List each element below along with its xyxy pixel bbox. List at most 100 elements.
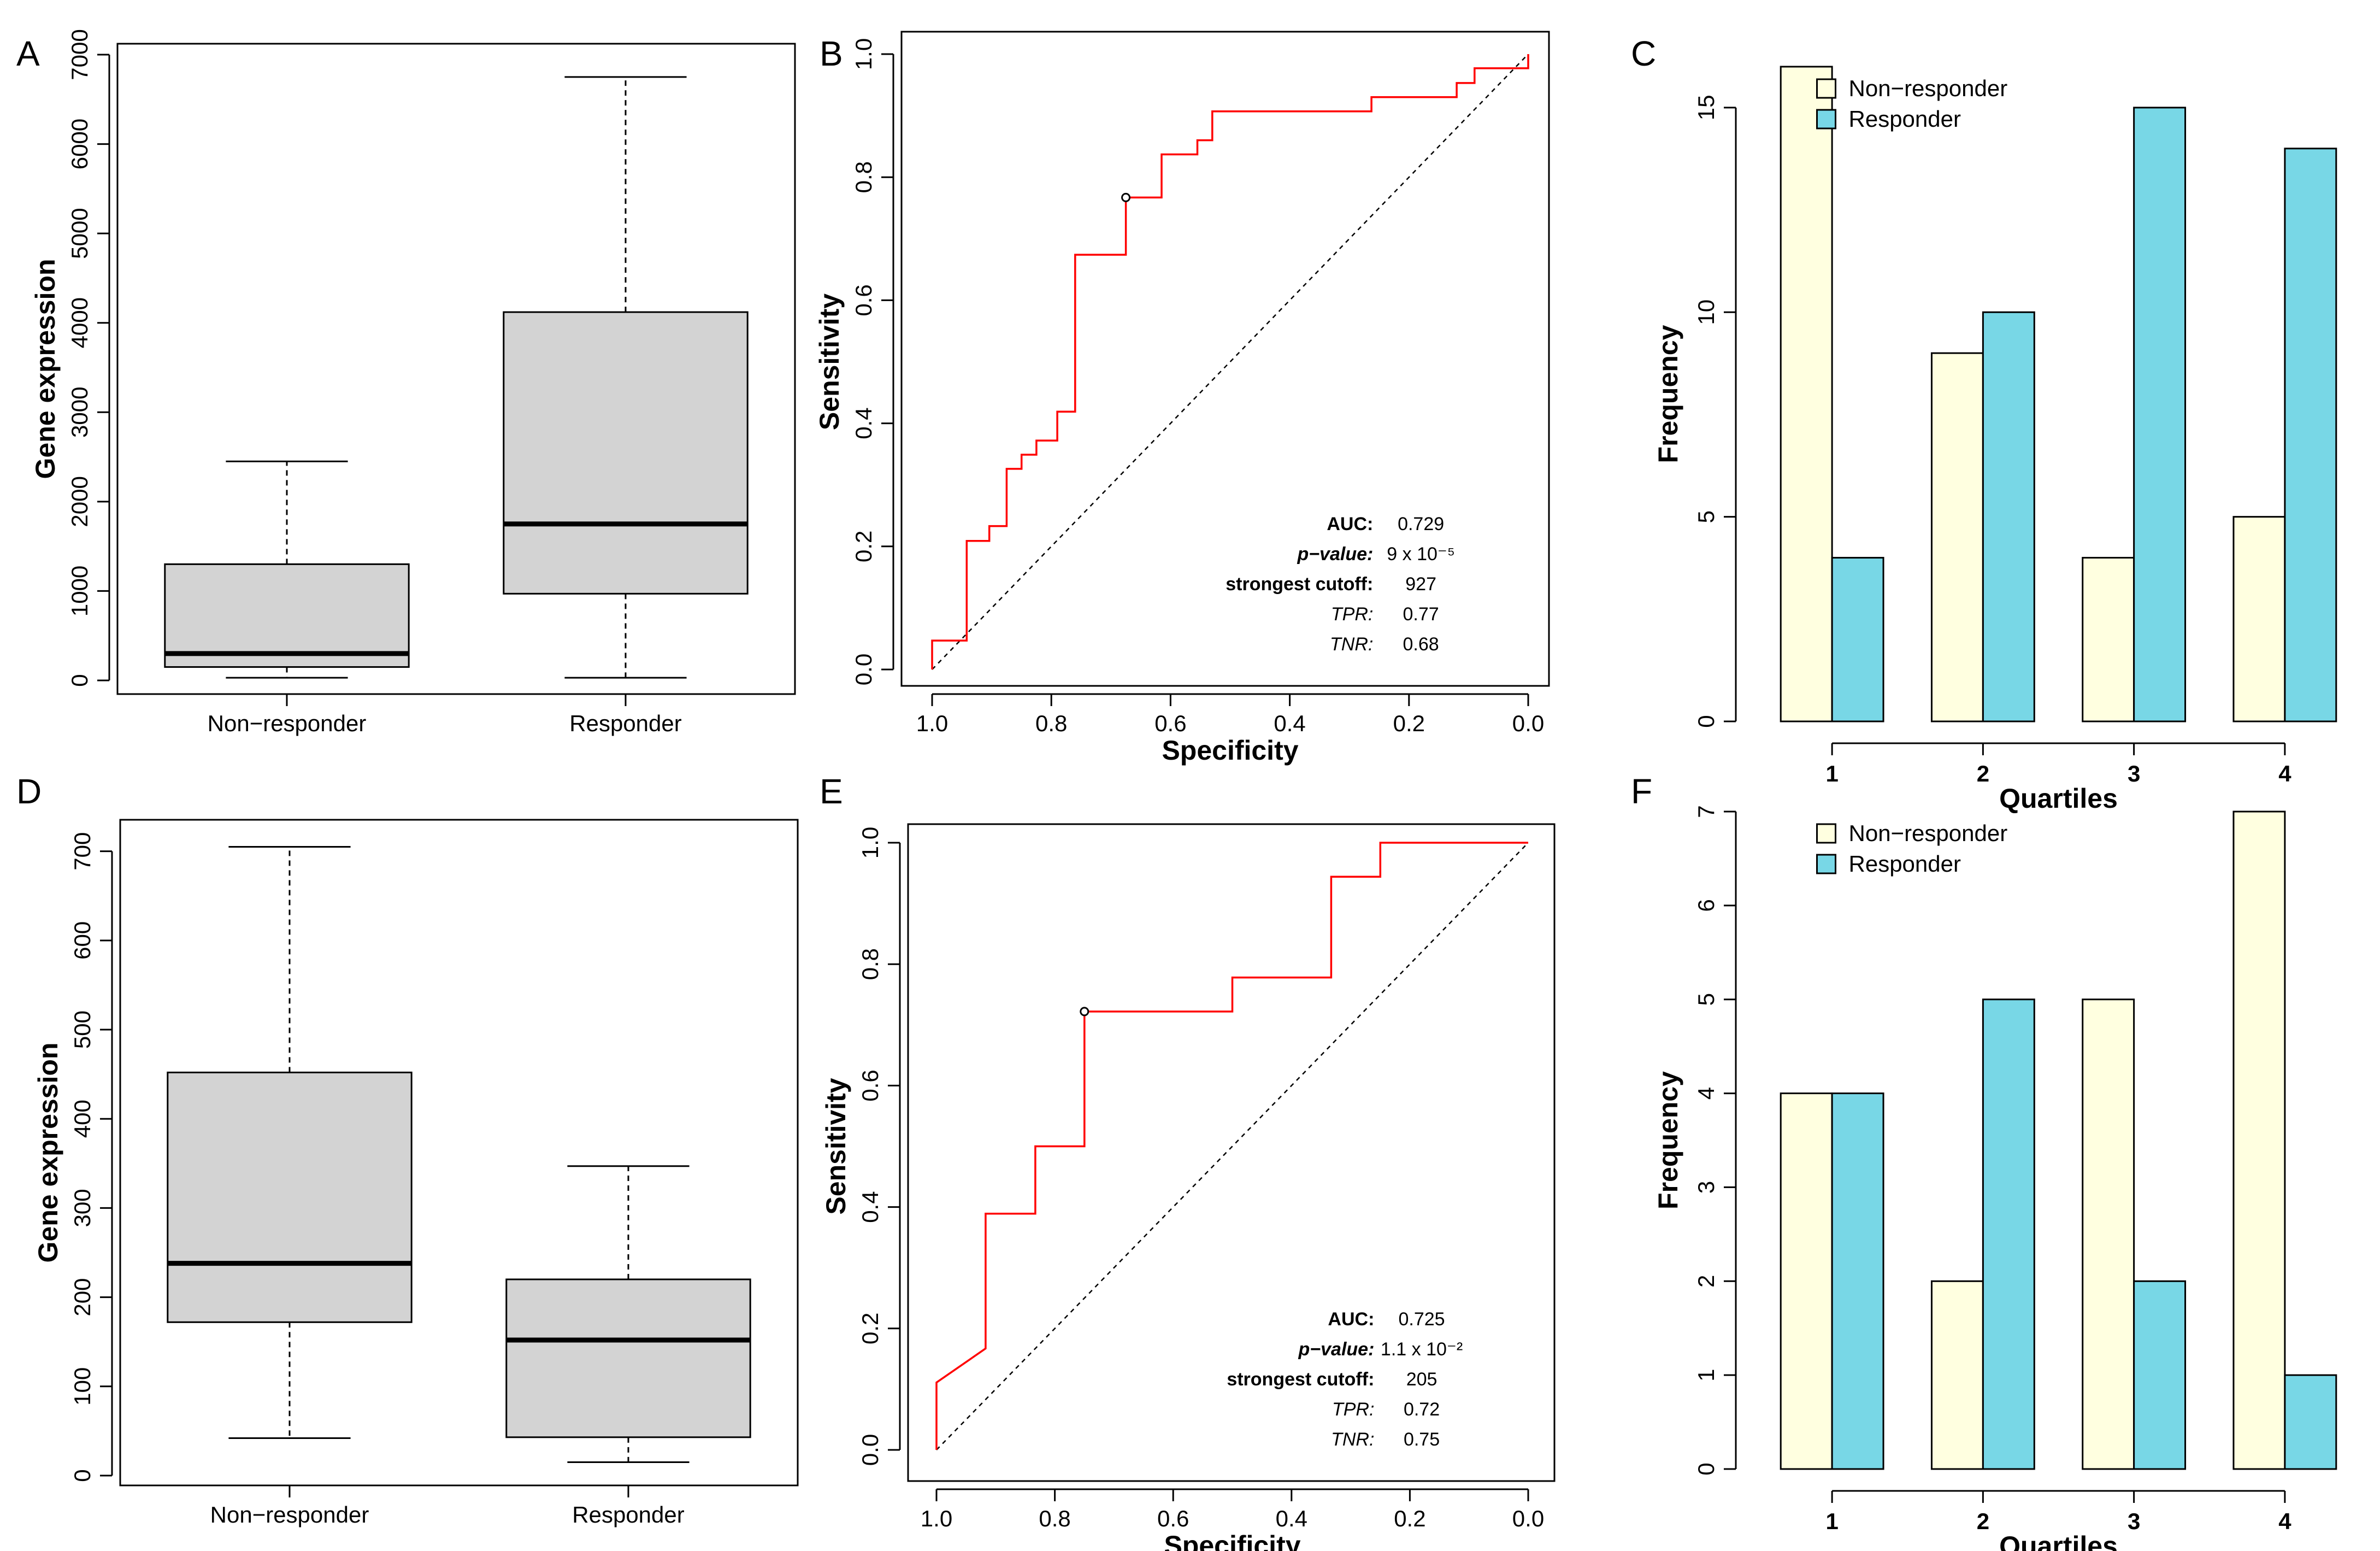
box-1 <box>164 460 410 679</box>
y-tick-label: 15 <box>1693 95 1719 121</box>
x-tick-label: 1 <box>1825 1508 1838 1534</box>
stat-label: p−value: <box>1297 544 1373 565</box>
y-tick-label: 0 <box>1693 715 1719 727</box>
x-tick-label: Non−responder <box>208 710 367 736</box>
iqr-box <box>503 311 749 595</box>
x-tick-label: 1.0 <box>916 710 948 736</box>
bar-responder-q4 <box>2284 148 2337 722</box>
y-tick-label: 0.4 <box>857 1191 883 1223</box>
bar-responder-q2 <box>1982 311 2035 722</box>
stat-value: 205 <box>1406 1369 1438 1390</box>
plot-frame <box>900 31 1550 687</box>
y-axis-label: Gene expression <box>30 259 61 479</box>
x-tick-label: 0.4 <box>1276 1506 1307 1531</box>
legend-swatch <box>1816 854 1836 874</box>
x-axis-label: Quartiles <box>1999 1531 2118 1551</box>
y-tick-label: 2000 <box>67 476 92 527</box>
y-axis-label: Sensitivity <box>814 293 845 430</box>
bar-non-responder-q2 <box>1930 1280 1984 1470</box>
stat-value: 1.1 x 10⁻² <box>1381 1339 1463 1360</box>
y-tick-label: 0.8 <box>851 161 876 193</box>
stat-value: 927 <box>1405 574 1436 595</box>
bar-non-responder-q2 <box>1930 352 1984 722</box>
stat-value: 0.72 <box>1404 1399 1440 1420</box>
y-tick-label: 5 <box>1693 993 1719 1006</box>
y-tick-label: 5000 <box>67 208 92 258</box>
y-tick-label: 200 <box>69 1278 95 1317</box>
legend-swatch <box>1816 823 1836 844</box>
iqr-box <box>164 563 410 668</box>
x-axis-label: Quartiles <box>1999 783 2118 814</box>
x-tick-label: Responder <box>569 710 681 736</box>
stat-value: 0.77 <box>1403 604 1439 625</box>
y-tick-label: 1000 <box>67 566 92 616</box>
x-tick-label: 3 <box>2128 761 2140 786</box>
x-tick-label: 0.6 <box>1157 1506 1189 1531</box>
y-tick-label: 600 <box>69 921 95 960</box>
y-tick-label: 6000 <box>67 119 92 169</box>
bar-non-responder-q1 <box>1780 1092 1833 1470</box>
legend-label: Non−responder <box>1849 75 2008 101</box>
stat-value: 0.729 <box>1398 514 1444 534</box>
x-tick-label: 0.2 <box>1393 710 1425 736</box>
x-tick-label: Non−responder <box>210 1502 369 1528</box>
bar-responder-q2 <box>1982 998 2035 1470</box>
y-tick-label: 0.0 <box>851 654 876 685</box>
bar-responder-q3 <box>2133 107 2187 722</box>
panel-letter: F <box>1631 772 1652 811</box>
x-tick-label: 2 <box>1977 1508 1989 1534</box>
x-tick-label: Responder <box>572 1502 684 1528</box>
legend-label: Responder <box>1849 106 1961 132</box>
iqr-box <box>167 1071 413 1323</box>
stat-value: 9 x 10⁻⁵ <box>1387 544 1455 565</box>
stat-label: AUC: <box>1328 1309 1374 1330</box>
y-tick-label: 0.0 <box>857 1434 883 1466</box>
y-tick-label: 1.0 <box>857 827 883 859</box>
plot-frame <box>907 823 1556 1482</box>
y-axis-label: Frequency <box>1653 1071 1683 1209</box>
stat-label: strongest cutoff: <box>1226 574 1373 595</box>
stat-value: 0.75 <box>1404 1429 1440 1450</box>
bar-responder-q3 <box>2133 1280 2187 1470</box>
panel-f: F 0 1 2 3 4 5 6 7 Frequency 1 2 3 4 Quartiles Non−respo… <box>1631 772 2337 1551</box>
roc-curve <box>931 54 1529 669</box>
best-cutoff-point <box>1121 192 1131 202</box>
bar-non-responder-q4 <box>2232 516 2286 722</box>
y-tick-label: 0 <box>67 674 92 686</box>
stat-label: TNR: <box>1330 634 1373 655</box>
panel-letter: A <box>16 34 40 73</box>
box-1 <box>167 845 413 1439</box>
y-tick-label: 2 <box>1693 1275 1719 1288</box>
plot-frame <box>116 43 796 695</box>
y-tick-label: 7 <box>1693 805 1719 818</box>
panel-b: B 0.0 0.2 0.4 0.6 0.8 1.0 Sensitivity 1.0 0.8 0.6 0… <box>814 31 1550 766</box>
y-axis-label: Frequency <box>1653 325 1683 463</box>
y-tick-label: 100 <box>69 1367 95 1406</box>
panel-a: A 0 1000 2000 3000 4000 5000 6000 7000 Gene expre… <box>16 29 796 736</box>
box-2 <box>503 76 749 679</box>
iqr-box <box>505 1278 751 1438</box>
y-tick-label: 3000 <box>67 387 92 438</box>
legend-swatch <box>1816 78 1836 99</box>
y-tick-label: 6 <box>1693 899 1719 912</box>
x-tick-label: 0.2 <box>1394 1506 1425 1531</box>
y-tick-label: 0.8 <box>857 948 883 980</box>
chance-diagonal <box>936 842 1529 1450</box>
stat-label: p−value: <box>1298 1339 1375 1360</box>
legend-swatch <box>1816 109 1836 130</box>
bar-responder-q4 <box>2284 1374 2337 1470</box>
x-tick-label: 0.0 <box>1512 710 1544 736</box>
bar-non-responder-q1 <box>1780 66 1833 722</box>
panel-letter: C <box>1631 34 1656 73</box>
panel-letter: D <box>16 772 42 811</box>
best-cutoff-point <box>1080 1007 1089 1017</box>
y-tick-label: 0.2 <box>857 1313 883 1344</box>
panel-letter: B <box>820 34 843 73</box>
x-tick-label: 1.0 <box>921 1506 952 1531</box>
panel-c: C 0 5 10 15 Frequency 1 2 3 4 Quartiles Non−respond… <box>1631 34 2337 814</box>
y-tick-label: 7000 <box>67 29 92 80</box>
panel-e: E 0.0 0.2 0.4 0.6 0.8 1.0 Sensitivity 1.0 0.8 0.6 0… <box>820 772 1556 1551</box>
y-tick-label: 3 <box>1693 1181 1719 1194</box>
plot-frame <box>119 819 799 1487</box>
